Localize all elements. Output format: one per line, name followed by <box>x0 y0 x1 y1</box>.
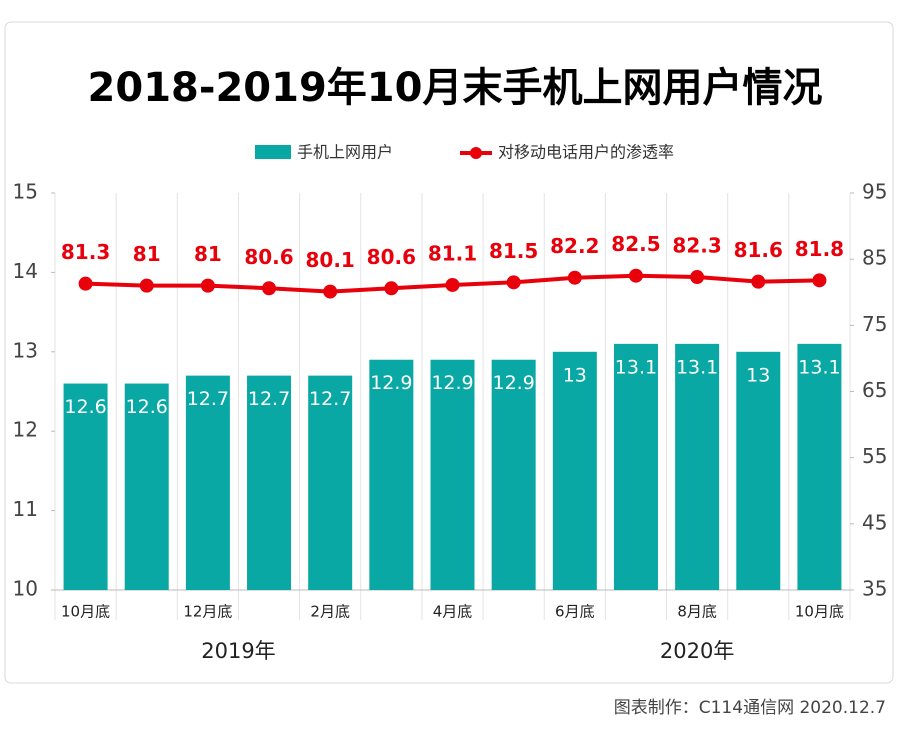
bar-value-label: 12.7 <box>248 388 290 410</box>
bar <box>736 351 781 590</box>
x-tick-label: 2月底 <box>310 603 350 621</box>
line-value-label: 81.6 <box>734 238 783 262</box>
bar <box>675 343 720 590</box>
chart-title: 2018-2019年10月末手机上网用户情况 <box>88 65 823 111</box>
bar-value-label: 12.7 <box>309 388 351 410</box>
bar <box>491 359 536 590</box>
line-value-label: 81.3 <box>61 240 110 264</box>
x-tick-label: 4月底 <box>433 603 473 621</box>
x-tick-label: 8月底 <box>677 603 717 621</box>
bar-value-label: 12.6 <box>64 396 106 418</box>
line-point <box>323 284 338 299</box>
bar-value-label: 13.1 <box>798 356 840 378</box>
legend-label: 对移动电话用户的渗透率 <box>498 143 674 162</box>
y-tick-label: 14 <box>13 259 38 283</box>
bar-value-label: 12.9 <box>492 372 534 394</box>
bar <box>124 383 169 590</box>
line-value-label: 82.3 <box>672 234 721 258</box>
bar <box>430 359 475 590</box>
bar-value-label: 12.6 <box>126 396 168 418</box>
line-point <box>384 281 399 296</box>
line-point <box>628 268 643 283</box>
bar <box>369 359 414 590</box>
source-note: 图表制作：C114通信网 2020.12.7 <box>614 698 886 718</box>
bar-value-label: 13.1 <box>615 356 657 378</box>
bar-value-label: 13.1 <box>676 356 718 378</box>
line-value-label: 80.6 <box>367 245 416 269</box>
bar <box>185 375 230 590</box>
line-value-label: 82.5 <box>611 232 660 256</box>
x-tick-label: 10月底 <box>795 603 844 621</box>
line-point <box>506 275 521 290</box>
legend-swatch <box>255 145 291 159</box>
line-point <box>200 278 215 293</box>
line-point <box>78 276 93 291</box>
line-value-label: 81.1 <box>428 241 477 265</box>
y-tick-label: 11 <box>13 497 38 521</box>
y2-tick-label: 55 <box>862 444 887 468</box>
bar-value-label: 12.7 <box>187 388 229 410</box>
bar <box>247 375 292 590</box>
y2-tick-label: 85 <box>862 246 887 270</box>
y-tick-label: 12 <box>13 418 38 442</box>
line-point <box>690 270 705 285</box>
x-tick-label: 10月底 <box>61 603 110 621</box>
bar <box>797 343 842 590</box>
bar-value-label: 12.9 <box>370 372 412 394</box>
line-value-label: 81 <box>133 242 161 266</box>
line-value-label: 81.8 <box>795 237 844 261</box>
bar-value-label: 12.9 <box>431 372 473 394</box>
line-value-label: 80.6 <box>244 245 293 269</box>
y-tick-label: 10 <box>13 577 38 601</box>
bar <box>63 383 108 590</box>
y2-tick-label: 95 <box>862 180 887 204</box>
x-tick-label: 6月底 <box>555 603 595 621</box>
line-point <box>139 278 154 293</box>
bar <box>613 343 658 590</box>
line-point <box>262 281 277 296</box>
year-label: 2020年 <box>660 639 734 663</box>
bar <box>552 351 597 590</box>
legend-label: 手机上网用户 <box>297 143 393 162</box>
line-point <box>445 277 460 292</box>
line-value-label: 81.5 <box>489 239 538 263</box>
bar-value-label: 13 <box>746 364 770 386</box>
legend-marker <box>470 147 482 159</box>
y2-tick-label: 65 <box>862 378 887 402</box>
y2-tick-label: 75 <box>862 312 887 336</box>
y-tick-label: 13 <box>13 338 38 362</box>
line-value-label: 82.2 <box>550 234 599 258</box>
line-point <box>567 270 582 285</box>
line-point <box>812 273 827 288</box>
y2-tick-label: 45 <box>862 510 887 534</box>
bar-value-label: 13 <box>563 364 587 386</box>
line-value-label: 80.1 <box>306 248 355 272</box>
year-label: 2019年 <box>201 639 275 663</box>
x-tick-label: 12月底 <box>183 603 232 621</box>
y2-tick-label: 35 <box>862 577 887 601</box>
line-value-label: 81 <box>194 242 222 266</box>
bar <box>308 375 353 590</box>
y-tick-label: 15 <box>13 180 38 204</box>
line-point <box>751 274 766 289</box>
